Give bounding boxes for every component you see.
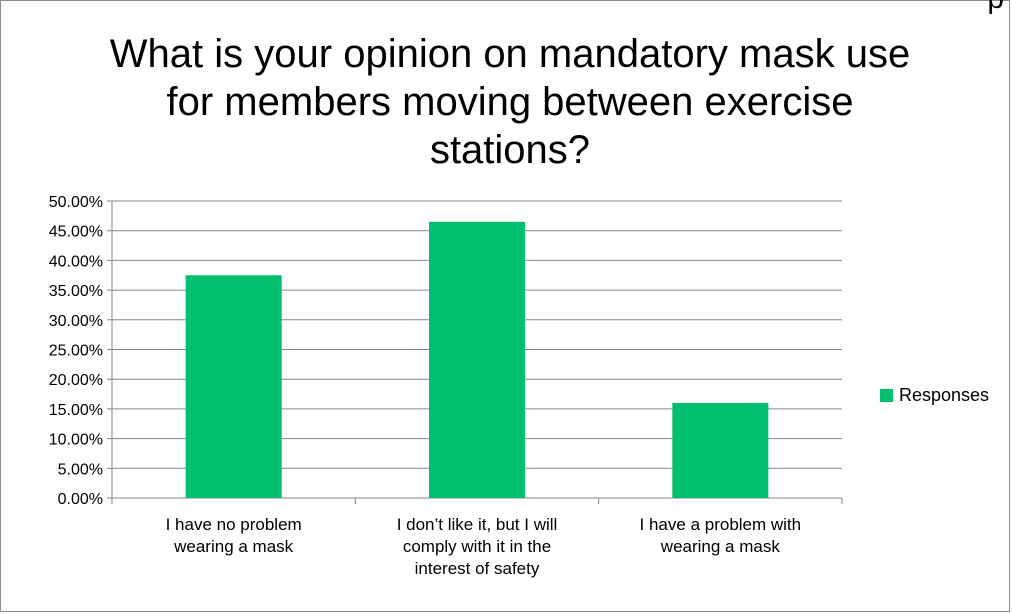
y-tick-label: 35.00% — [49, 283, 103, 300]
legend: Responses — [880, 385, 989, 406]
y-tick-label: 40.00% — [49, 253, 103, 270]
x-category-label: I have a problem with wearing a mask — [639, 515, 802, 556]
y-tick-label: 25.00% — [49, 343, 103, 360]
y-tick-label: 10.00% — [49, 432, 103, 449]
bar-2 — [429, 221, 525, 499]
chart-title: What is your opinion on mandatory mask u… — [109, 32, 911, 172]
y-tick-label: 15.00% — [49, 402, 103, 419]
y-tick-label: 0.00% — [58, 491, 103, 508]
clipped-heading-glyph: p — [987, 0, 1004, 14]
legend-label-responses: Responses — [899, 385, 990, 405]
bar-1 — [185, 275, 282, 498]
legend-swatch-responses — [880, 389, 893, 402]
y-tick-label: 50.00% — [49, 194, 103, 211]
x-category-label: I don’t like it, but I will comply with … — [396, 515, 558, 578]
y-tick-label: 30.00% — [49, 313, 103, 330]
bar-3 — [672, 402, 769, 498]
y-tick-label: 5.00% — [58, 461, 103, 478]
y-tick-label: 45.00% — [49, 224, 103, 241]
y-tick-label: 20.00% — [49, 372, 103, 389]
x-category-label: I have no problem wearing a mask — [165, 515, 302, 556]
